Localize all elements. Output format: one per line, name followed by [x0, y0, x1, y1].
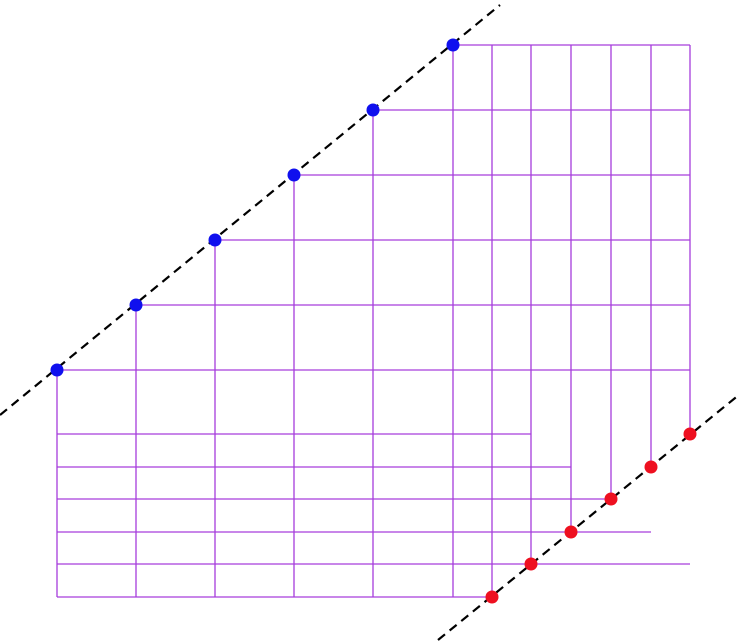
- blue-point: [287, 168, 301, 182]
- red-point: [524, 557, 538, 571]
- blue-point: [129, 298, 143, 312]
- red-point: [564, 525, 578, 539]
- red-point: [485, 590, 499, 604]
- red-point: [644, 460, 658, 474]
- blue-point: [50, 363, 64, 377]
- blue-point: [446, 38, 460, 52]
- blue-point: [366, 103, 380, 117]
- blue-point: [208, 233, 222, 247]
- upper-dashed-line: [0, 4, 501, 416]
- points: [50, 38, 697, 604]
- red-point: [604, 492, 618, 506]
- red-point: [683, 427, 697, 441]
- grid-lines: [56, 44, 691, 598]
